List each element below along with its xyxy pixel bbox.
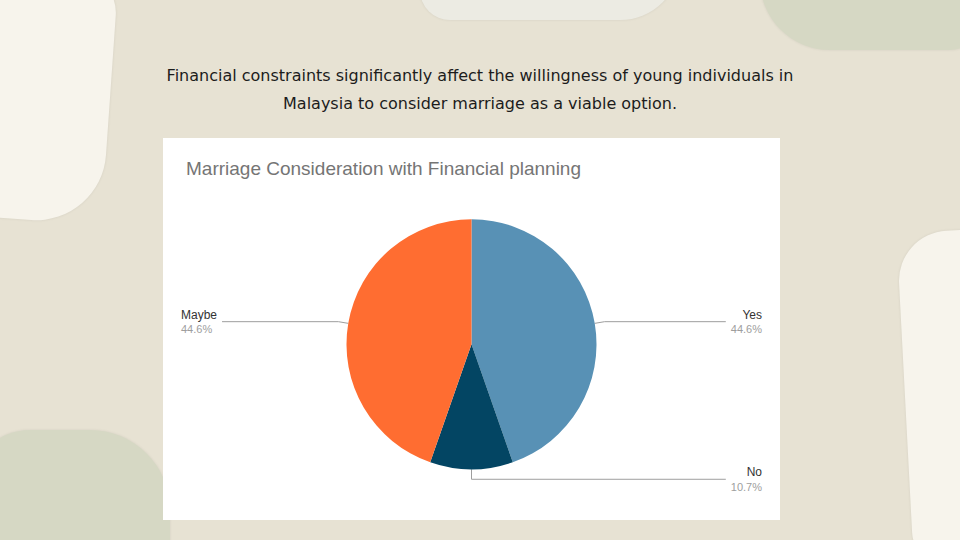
svg-text:44.6%: 44.6% — [731, 323, 762, 335]
svg-text:Marriage Consideration with Fi: Marriage Consideration with Financial pl… — [186, 158, 581, 179]
svg-text:Yes: Yes — [742, 308, 762, 322]
svg-text:No: No — [747, 465, 763, 479]
html-text:Financial constraints signific: Financial constraints significantly affe… — [166, 66, 794, 113]
svg-text:10.7%: 10.7% — [731, 481, 762, 493]
svg-text:44.6%: 44.6% — [181, 323, 212, 335]
svg-text:Maybe: Maybe — [181, 308, 217, 322]
